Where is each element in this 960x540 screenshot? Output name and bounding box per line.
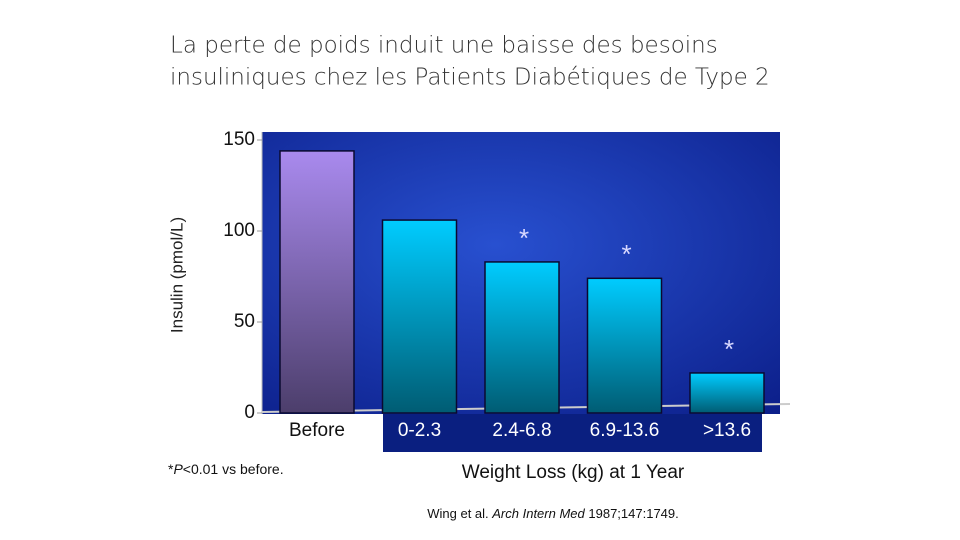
annotation: *: [519, 223, 529, 253]
bar: [381, 219, 458, 414]
citation: Wing et al. Arch Intern Med 1987;147:174…: [427, 506, 679, 521]
citation-part: 1987;147:1749.: [585, 506, 679, 521]
y-tick-label: 100: [223, 220, 255, 241]
annotation: *: [621, 239, 631, 269]
annotation: *: [724, 334, 734, 364]
bar: [689, 372, 765, 414]
x-tick-label: Before: [289, 420, 345, 441]
bar: [279, 150, 355, 414]
footnote-part: <0.01 vs before.: [183, 461, 284, 477]
citation-part: Wing et al.: [427, 506, 492, 521]
bar: [484, 261, 560, 414]
x-tick-label: >13.6: [703, 420, 751, 441]
y-tick-label: 150: [223, 129, 255, 150]
citation-part: Arch Intern Med: [491, 506, 585, 521]
x-axis-label: Weight Loss (kg) at 1 Year: [462, 462, 685, 483]
x-tick-label: 0-2.3: [398, 420, 441, 441]
x-tick-label: 2.4-6.8: [492, 420, 551, 441]
title-line: insuliniques chez les Patients Diabétiqu…: [170, 65, 770, 91]
bar: [586, 277, 663, 414]
title-line: La perte de poids induit une baisse des …: [170, 33, 718, 59]
y-tick-label: 50: [234, 311, 255, 332]
y-axis-label: Insulin (pmol/L): [167, 217, 186, 333]
footnote-part: P: [173, 461, 183, 477]
footnote-part: *: [168, 461, 174, 477]
category-band: [383, 414, 762, 452]
x-tick-label: 6.9-13.6: [590, 420, 660, 441]
y-tick-label: 0: [244, 402, 255, 423]
footnote: *P<0.01 vs before.: [168, 461, 284, 477]
